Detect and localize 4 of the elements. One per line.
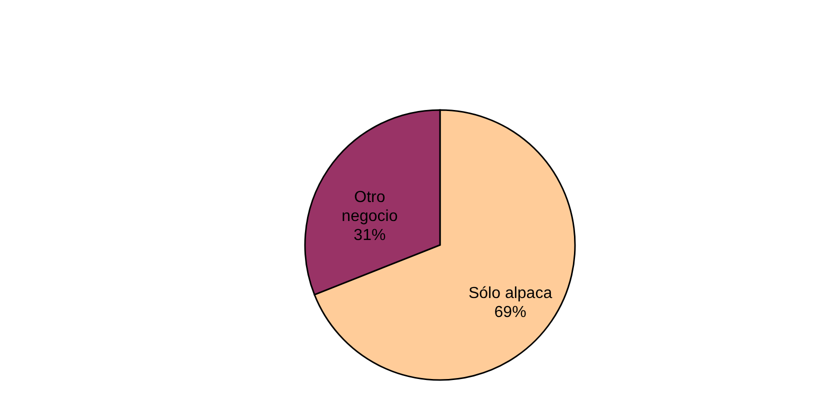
slice-label: Sólo alpaca: [468, 284, 552, 302]
data-label: 69%: [494, 304, 526, 321]
data-label: 31%: [354, 227, 386, 244]
slice-label: Otro negocio: [342, 189, 398, 226]
